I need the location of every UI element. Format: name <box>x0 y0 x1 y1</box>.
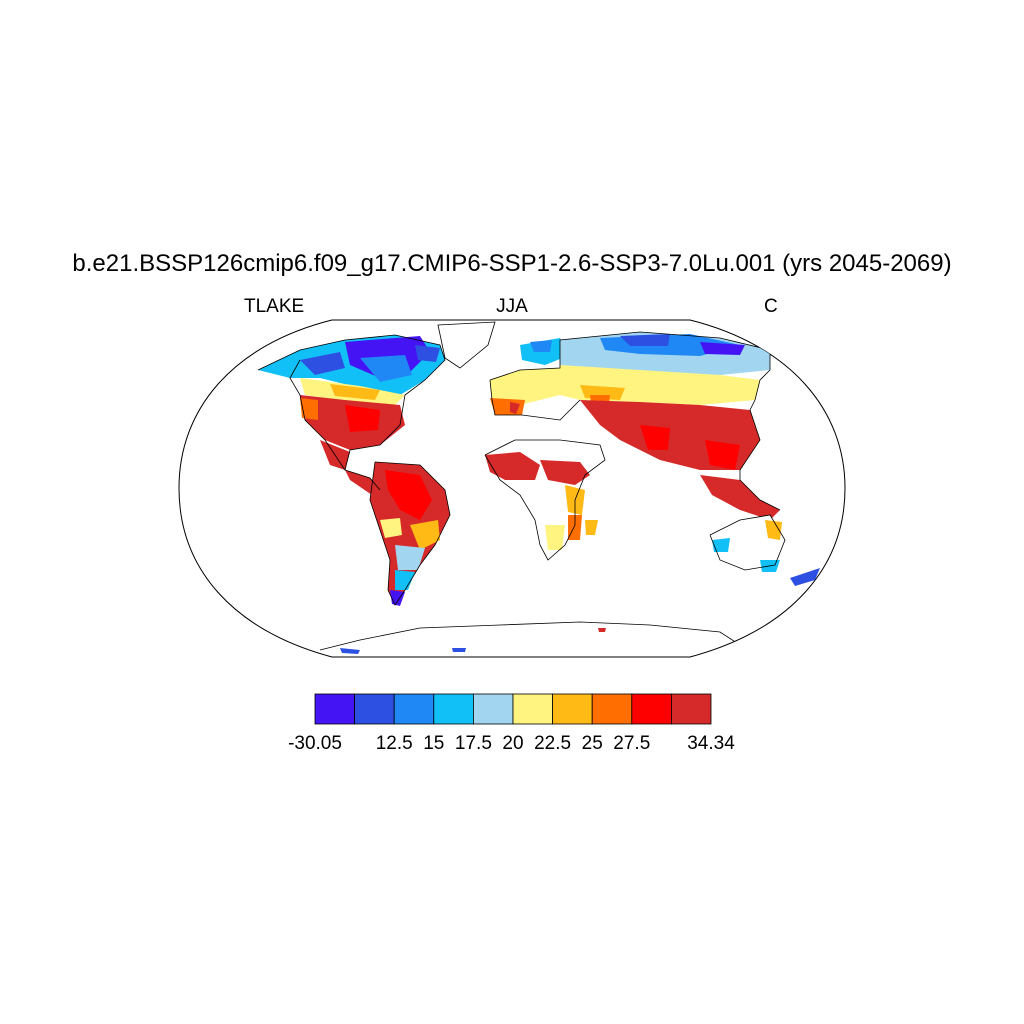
colorbar-tick-label: 12.5 <box>376 733 413 754</box>
plot-title: b.e21.BSSP126cmip6.f09_g17.CMIP6-SSP1-2.… <box>72 250 952 277</box>
colorbar-tick-label: 27.5 <box>613 733 650 754</box>
colorbar-box <box>512 693 553 725</box>
season-label: JJA <box>496 296 528 317</box>
colorbar-tick-label: -30.05 <box>288 733 342 754</box>
land-data <box>257 321 820 654</box>
units-label: C <box>764 296 778 317</box>
colorbar-tick-label: 22.5 <box>534 733 571 754</box>
colorbar-boxes <box>314 693 712 725</box>
colorbar-box <box>393 693 435 725</box>
colorbar-box <box>591 693 633 725</box>
colorbar-tick-label: 17.5 <box>455 733 492 754</box>
colorbar-box <box>354 693 395 725</box>
colorbar-box <box>472 693 514 725</box>
variable-label: TLAKE <box>244 296 305 317</box>
colorbar-tick-label: 15 <box>423 733 444 754</box>
colorbar-box <box>671 693 712 725</box>
colorbar-box <box>631 693 672 725</box>
colorbar-labels: -30.05 12.5 15 17.5 20 22.5 25 27.5 34.34 <box>288 733 735 754</box>
colorbar-box <box>314 693 355 725</box>
colorbar-tick-label: 34.34 <box>687 733 735 754</box>
colorbar-box <box>433 693 474 725</box>
colorbar-tick-label: 25 <box>582 733 603 754</box>
colorbar-box <box>552 693 593 725</box>
colorbar-tick-label: 20 <box>502 733 523 754</box>
coastlines <box>257 331 786 651</box>
